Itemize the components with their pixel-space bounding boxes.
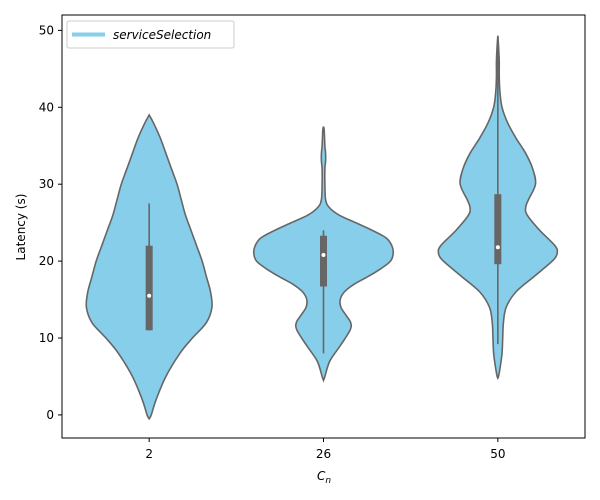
y-tick-label: 20 — [39, 254, 54, 268]
violin-median — [495, 245, 500, 250]
legend-label: serviceSelection — [113, 28, 211, 42]
violin-median — [321, 252, 326, 257]
y-tick-label: 30 — [39, 177, 54, 191]
violin-median — [147, 293, 152, 298]
violins-layer — [85, 35, 559, 421]
x-axis-label: Cn — [317, 469, 331, 486]
y-axis-label: Latency (s) — [14, 194, 28, 261]
y-tick-label: 40 — [39, 100, 54, 114]
x-tick-label: 2 — [145, 447, 153, 461]
violin-2 — [85, 113, 213, 421]
violin-50 — [437, 35, 559, 380]
y-tick-label: 0 — [46, 408, 54, 422]
legend: serviceSelection — [66, 20, 235, 49]
y-tick-label: 10 — [39, 331, 54, 345]
y-axis: 0 10 20 30 40 50 — [39, 23, 62, 422]
violin-iqr-box — [320, 235, 327, 287]
violin-26 — [252, 126, 395, 383]
legend-box — [66, 20, 235, 49]
violin-iqr-box — [494, 194, 502, 265]
y-tick-label: 50 — [39, 23, 54, 37]
violin-iqr-box — [145, 245, 153, 331]
x-axis: 2 26 50 — [145, 438, 505, 461]
x-tick-label: 26 — [316, 447, 331, 461]
x-tick-label: 50 — [490, 447, 505, 461]
